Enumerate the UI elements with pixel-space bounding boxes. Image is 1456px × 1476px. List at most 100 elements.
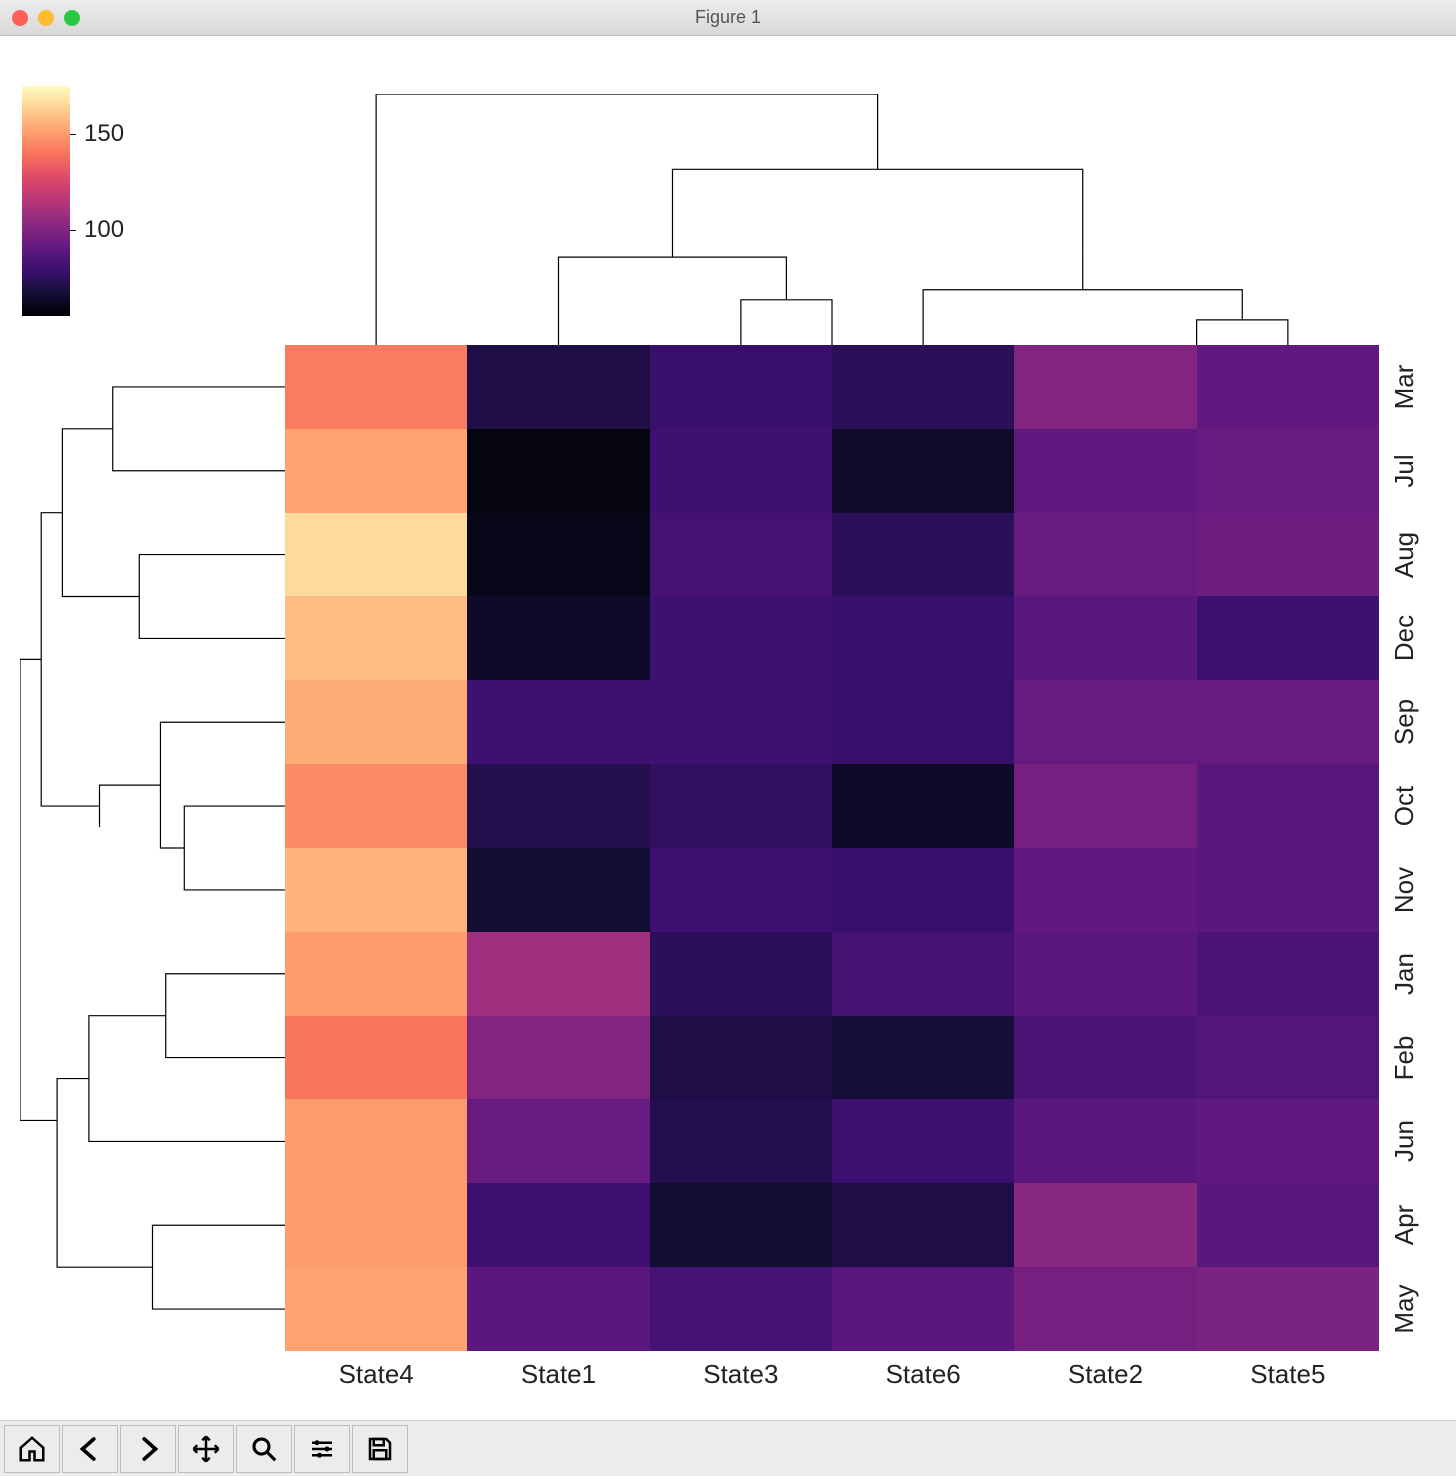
heatmap-cell [650, 932, 832, 1016]
heatmap-cell [832, 596, 1014, 680]
column-dendrogram [285, 94, 1379, 345]
figure-window: Figure 1 State4State1State3State6State2S… [0, 0, 1456, 1476]
y-axis-label: Nov [1389, 867, 1420, 913]
heatmap-cell [650, 513, 832, 597]
heatmap-row [285, 848, 1379, 932]
maximize-icon[interactable] [64, 10, 80, 26]
y-axis-label: Sep [1389, 699, 1420, 745]
heatmap-row [285, 1099, 1379, 1183]
heatmap-cell [285, 1183, 467, 1267]
heatmap-cell [1014, 596, 1196, 680]
heatmap-cell [1197, 932, 1379, 1016]
heatmap-cell [1014, 1099, 1196, 1183]
y-axis-label: Dec [1389, 615, 1420, 661]
x-axis-label: State5 [1250, 1359, 1325, 1390]
forward-button[interactable] [120, 1425, 176, 1473]
home-icon [17, 1434, 47, 1464]
minimize-icon[interactable] [38, 10, 54, 26]
heatmap-row [285, 680, 1379, 764]
titlebar: Figure 1 [0, 0, 1456, 36]
heatmap-row [285, 596, 1379, 680]
heatmap-row [285, 764, 1379, 848]
heatmap-cell [467, 1016, 649, 1100]
row-dendrogram [20, 345, 285, 1351]
heatmap-cell [1014, 429, 1196, 513]
heatmap-cell [650, 429, 832, 513]
heatmap-cell [1014, 1016, 1196, 1100]
heatmap-cell [1014, 680, 1196, 764]
heatmap-row [285, 345, 1379, 429]
heatmap-cell [832, 932, 1014, 1016]
colorbar [22, 86, 70, 316]
heatmap-cell [832, 1099, 1014, 1183]
heatmap-cell [467, 932, 649, 1016]
window-title: Figure 1 [0, 7, 1456, 28]
heatmap-cell [832, 513, 1014, 597]
back-button[interactable] [62, 1425, 118, 1473]
y-axis-label: Aug [1389, 531, 1420, 577]
forward-icon [133, 1434, 163, 1464]
x-axis-label: State4 [339, 1359, 414, 1390]
colorbar-tick-label: 100 [84, 216, 124, 244]
x-axis-label: State2 [1068, 1359, 1143, 1390]
heatmap-cell [467, 848, 649, 932]
heatmap-cell [650, 1099, 832, 1183]
heatmap-cell [832, 345, 1014, 429]
heatmap-cell [650, 680, 832, 764]
heatmap-cell [467, 596, 649, 680]
heatmap-cell [1014, 848, 1196, 932]
heatmap-cell [467, 764, 649, 848]
heatmap-cell [285, 429, 467, 513]
x-axis-label: State6 [886, 1359, 961, 1390]
pan-button[interactable] [178, 1425, 234, 1473]
heatmap-cell [1197, 1099, 1379, 1183]
home-button[interactable] [4, 1425, 60, 1473]
heatmap-cell [467, 680, 649, 764]
heatmap-cell [832, 680, 1014, 764]
heatmap-cell [832, 1016, 1014, 1100]
heatmap-cell [467, 429, 649, 513]
heatmap-cell [832, 848, 1014, 932]
heatmap-cell [285, 513, 467, 597]
heatmap-cell [285, 848, 467, 932]
configure-button[interactable] [294, 1425, 350, 1473]
heatmap-cell [285, 932, 467, 1016]
heatmap-cell [650, 1183, 832, 1267]
save-icon [365, 1434, 395, 1464]
matplotlib-toolbar [0, 1420, 1456, 1476]
y-axis-label: Jul [1389, 454, 1420, 487]
colorbar-tickmark [70, 230, 76, 231]
heatmap-row [285, 513, 1379, 597]
save-button[interactable] [352, 1425, 408, 1473]
heatmap-cell [467, 1183, 649, 1267]
heatmap-cell [285, 764, 467, 848]
x-axis-label: State1 [521, 1359, 596, 1390]
y-axis-label: Apr [1389, 1205, 1420, 1245]
heatmap-row [285, 932, 1379, 1016]
heatmap-cell [1197, 1267, 1379, 1351]
zoom-button[interactable] [236, 1425, 292, 1473]
colorbar-tick-label: 150 [84, 120, 124, 148]
heatmap-cell [1197, 848, 1379, 932]
heatmap-cell [832, 1183, 1014, 1267]
heatmap-cell [1197, 764, 1379, 848]
heatmap-cell [832, 429, 1014, 513]
heatmap-cell [285, 1099, 467, 1183]
zoom-icon [249, 1434, 279, 1464]
heatmap-cell [1197, 513, 1379, 597]
heatmap-cell [650, 764, 832, 848]
pan-icon [191, 1434, 221, 1464]
heatmap-cell [1197, 429, 1379, 513]
heatmap-cell [285, 596, 467, 680]
colorbar-tickmark [70, 134, 76, 135]
heatmap-row [285, 1183, 1379, 1267]
y-axis-label: Oct [1389, 786, 1420, 826]
back-icon [75, 1434, 105, 1464]
heatmap-cell [1197, 1016, 1379, 1100]
heatmap-cell [285, 1267, 467, 1351]
heatmap-cell [467, 1267, 649, 1351]
close-icon[interactable] [12, 10, 28, 26]
heatmap-cell [1197, 1183, 1379, 1267]
heatmap-cell [650, 345, 832, 429]
heatmap-cell [1014, 1267, 1196, 1351]
